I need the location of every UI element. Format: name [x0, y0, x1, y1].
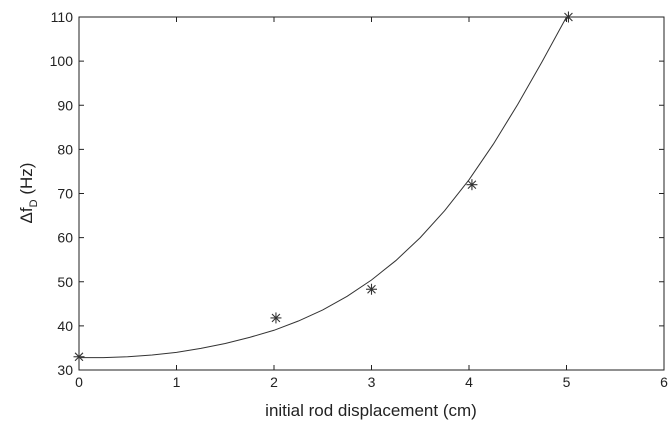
y-axis-label-main: Δf	[17, 207, 36, 223]
y-tick-label: 100	[50, 53, 74, 69]
x-tick-label: 1	[173, 374, 181, 390]
x-tick-label: 6	[660, 374, 668, 390]
fit-curve	[79, 16, 567, 359]
y-axis-label: ΔfD (Hz)	[17, 163, 40, 224]
x-tick-label: 4	[465, 374, 473, 390]
y-tick-label: 70	[57, 186, 73, 202]
data-point	[270, 312, 282, 324]
y-tick-label: 90	[57, 97, 73, 113]
y-tick-label: 30	[57, 362, 73, 378]
data-markers	[73, 11, 574, 363]
y-tick-label: 80	[57, 141, 73, 157]
y-tick-label: 50	[57, 274, 73, 290]
y-tick-label: 40	[57, 318, 73, 334]
x-tick-label: 2	[270, 374, 278, 390]
y-tick-label: 60	[57, 230, 73, 246]
y-tick-label: 110	[51, 9, 74, 25]
y-axis-label-subscript: D	[28, 199, 40, 207]
y-axis-label-unit: (Hz)	[17, 163, 36, 195]
tick-labels: 0 1 2 3 4 5 6 30 40 50 60 70 80 90 100 110	[50, 9, 668, 390]
x-tick-label: 0	[75, 374, 83, 390]
x-axis-label: initial rod displacement (cm)	[265, 401, 477, 420]
data-point	[466, 179, 478, 191]
data-point	[73, 351, 85, 363]
x-tick-label: 5	[563, 374, 571, 390]
x-tick-label: 3	[368, 374, 376, 390]
plot-area	[78, 16, 665, 371]
data-point	[366, 283, 377, 295]
data-point	[562, 11, 574, 23]
